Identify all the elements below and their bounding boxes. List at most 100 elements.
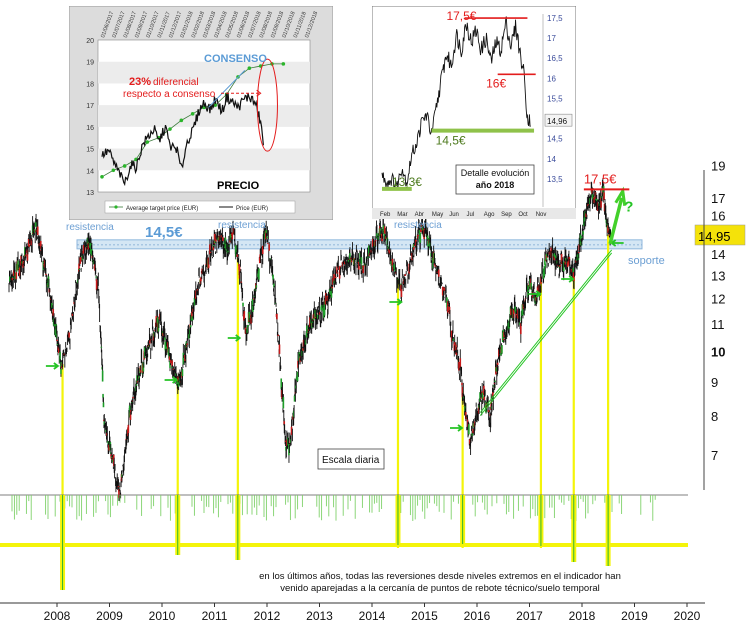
question-mark-label: ? xyxy=(624,199,633,216)
price-candle xyxy=(447,303,450,305)
price-candle xyxy=(148,345,150,347)
price-candle xyxy=(136,381,139,383)
price-candle xyxy=(89,242,91,248)
price-candle xyxy=(118,489,120,498)
price-candle xyxy=(82,245,85,253)
y-tick-label: 19 xyxy=(711,159,725,174)
price-candle xyxy=(251,298,254,311)
support-band xyxy=(76,239,643,250)
price-candle xyxy=(413,245,416,247)
price-candle xyxy=(329,291,332,295)
price-candle xyxy=(603,192,605,201)
price-candle xyxy=(278,344,281,354)
price-candle xyxy=(455,351,458,356)
price-candle xyxy=(188,334,190,339)
price-candle xyxy=(79,257,82,262)
inset1-pct-label: 23% xyxy=(129,76,151,88)
price-candle xyxy=(229,240,231,243)
price-candle xyxy=(554,255,557,260)
price-candle xyxy=(168,356,171,361)
price-candle xyxy=(336,272,339,274)
x-tick-label: 2014 xyxy=(359,609,386,623)
price-candle xyxy=(483,396,486,401)
inset1-y-tick: 17 xyxy=(86,103,94,110)
price-candle xyxy=(496,362,499,365)
price-candle xyxy=(255,285,258,288)
y-tick-label: 14 xyxy=(711,247,725,262)
inset1-y-tick: 16 xyxy=(86,125,94,132)
price-candle xyxy=(374,240,377,242)
price-candle xyxy=(78,268,81,270)
inset1-diff-label: diferencial xyxy=(153,77,199,88)
green-arrow xyxy=(45,362,60,370)
price-candle xyxy=(34,222,37,227)
price-candle xyxy=(382,225,385,233)
price-candle xyxy=(60,362,63,368)
lower-panel-note: en los últimos años, todas las reversion… xyxy=(259,571,621,594)
inset2-y-tick: 14 xyxy=(547,155,556,164)
price-candle xyxy=(21,261,24,264)
price-candle xyxy=(112,459,114,463)
price-candle xyxy=(331,286,334,289)
price-candle xyxy=(30,238,33,246)
price-candle xyxy=(240,281,243,283)
price-candle xyxy=(483,385,485,396)
resistance-label: resistencia xyxy=(66,222,114,233)
inset1-legend-box xyxy=(104,200,296,214)
price-candle xyxy=(51,302,53,308)
inset1-target-point xyxy=(145,140,150,144)
price-candle xyxy=(388,250,391,254)
price-candle xyxy=(227,250,230,252)
price-candle xyxy=(129,412,132,420)
price-candle xyxy=(459,358,462,368)
inset1-price-line xyxy=(101,92,264,187)
price-candle xyxy=(321,304,323,310)
inset1-y-tick: 20 xyxy=(86,38,94,45)
price-candle xyxy=(404,274,407,276)
price-candle xyxy=(213,233,216,244)
price-candle xyxy=(333,274,335,282)
price-candle xyxy=(167,348,170,355)
price-candle xyxy=(487,410,490,413)
inset2-detail-line1: Detalle evolución xyxy=(461,168,530,178)
target-level-label: 17,5€ xyxy=(584,171,617,186)
inset1-band xyxy=(98,148,310,171)
price-candle xyxy=(434,265,437,267)
price-candle xyxy=(236,254,239,257)
last-price-label: 14,95 xyxy=(698,229,731,244)
price-candle xyxy=(277,334,280,337)
consensus-inset-chart: 131415161718192001/06/201701/07/201701/0… xyxy=(69,6,333,220)
price-candle xyxy=(60,368,62,374)
price-candle xyxy=(391,258,394,266)
price-candle xyxy=(282,397,285,409)
price-candle xyxy=(461,382,463,386)
price-candle xyxy=(243,311,246,320)
price-candle xyxy=(393,264,395,270)
x-tick-label: 2011 xyxy=(202,609,228,623)
price-candle xyxy=(306,325,308,337)
price-candle xyxy=(164,343,167,349)
price-candle xyxy=(228,245,231,247)
price-candle xyxy=(314,310,316,319)
price-candle xyxy=(156,317,159,324)
price-candle xyxy=(266,236,268,239)
resistance-label: resistencia xyxy=(218,220,266,231)
price-candle xyxy=(581,236,584,238)
price-candle xyxy=(452,338,455,341)
price-candle xyxy=(78,263,80,272)
scale-note-label: Escala diaria xyxy=(322,455,380,466)
price-candle xyxy=(544,263,547,268)
inset1-target-point xyxy=(168,127,172,131)
inset2-y-tick: 13,5 xyxy=(547,175,563,184)
price-candle xyxy=(36,226,39,236)
price-candle xyxy=(293,395,296,402)
price-candle xyxy=(45,273,47,275)
price-candle xyxy=(383,226,386,234)
price-candle xyxy=(455,344,457,351)
price-candle xyxy=(177,376,179,382)
price-candle xyxy=(268,244,271,251)
price-candle xyxy=(515,314,518,316)
inset2-x-tick: Abr xyxy=(415,212,424,218)
price-candle xyxy=(322,306,325,318)
y-tick-label: 12 xyxy=(711,292,725,307)
